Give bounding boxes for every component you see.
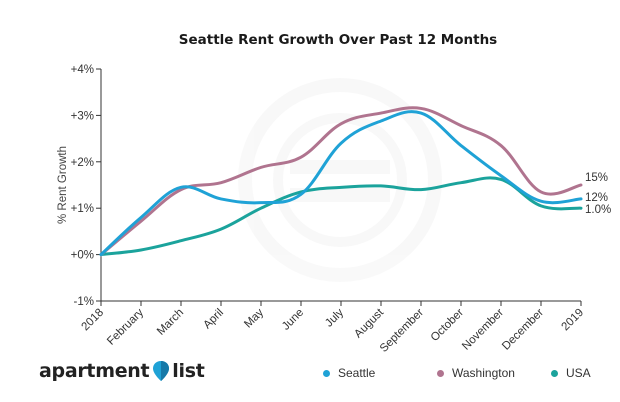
y-axis-title: % Rent Growth <box>57 146 69 224</box>
y-tick-label: -1% <box>74 296 94 308</box>
y-tick-label: +3% <box>71 110 94 122</box>
apartment-list-logo: apartment list <box>39 360 205 382</box>
y-tick-label: +4% <box>71 64 94 76</box>
x-tick-label: 2018 <box>80 307 107 334</box>
map-pin-icon <box>153 361 170 381</box>
end-label-usa: 1.0% <box>585 204 611 216</box>
legend-item-washington: Washington <box>437 366 515 380</box>
x-tick-label: September <box>378 307 426 355</box>
x-tick-label: December <box>500 307 546 353</box>
series-line-seattle <box>99 110 583 257</box>
chart-title: Seattle Rent Growth Over Past 12 Months <box>179 32 497 48</box>
legend-dot-icon <box>551 369 558 377</box>
series-line-usa <box>99 176 583 257</box>
legend-dot-icon <box>437 369 444 377</box>
logo-text-left: apartment <box>39 360 150 382</box>
x-tick-label: November <box>460 307 506 353</box>
x-tick-label: June <box>280 307 306 333</box>
y-tick-label: +1% <box>71 203 94 215</box>
x-tick-label: August <box>352 306 386 340</box>
end-label-washington: 15% <box>585 172 608 184</box>
legend-dot-icon <box>323 369 330 377</box>
legend-label: USA <box>566 366 591 380</box>
x-tick-label: February <box>105 306 146 347</box>
legend-item-usa: USA <box>551 366 591 380</box>
series-line-washington <box>99 106 583 257</box>
legend-label: Washington <box>452 366 515 380</box>
x-tick-label: October <box>429 307 467 345</box>
x-tick-label: 2019 <box>560 307 587 334</box>
x-tick-label: April <box>201 307 226 332</box>
legend-label: Seattle <box>338 366 376 380</box>
logo-text-right: list <box>172 360 205 382</box>
y-tick-label: +0% <box>71 250 94 262</box>
watermark-icon <box>238 78 442 282</box>
y-tick-label: +2% <box>71 157 94 169</box>
end-label-seattle: 12% <box>585 192 608 204</box>
x-tick-label: July <box>323 306 346 329</box>
x-tick-label: March <box>155 307 186 338</box>
x-tick-label: May <box>242 306 266 330</box>
legend-item-seattle: Seattle <box>323 366 375 380</box>
